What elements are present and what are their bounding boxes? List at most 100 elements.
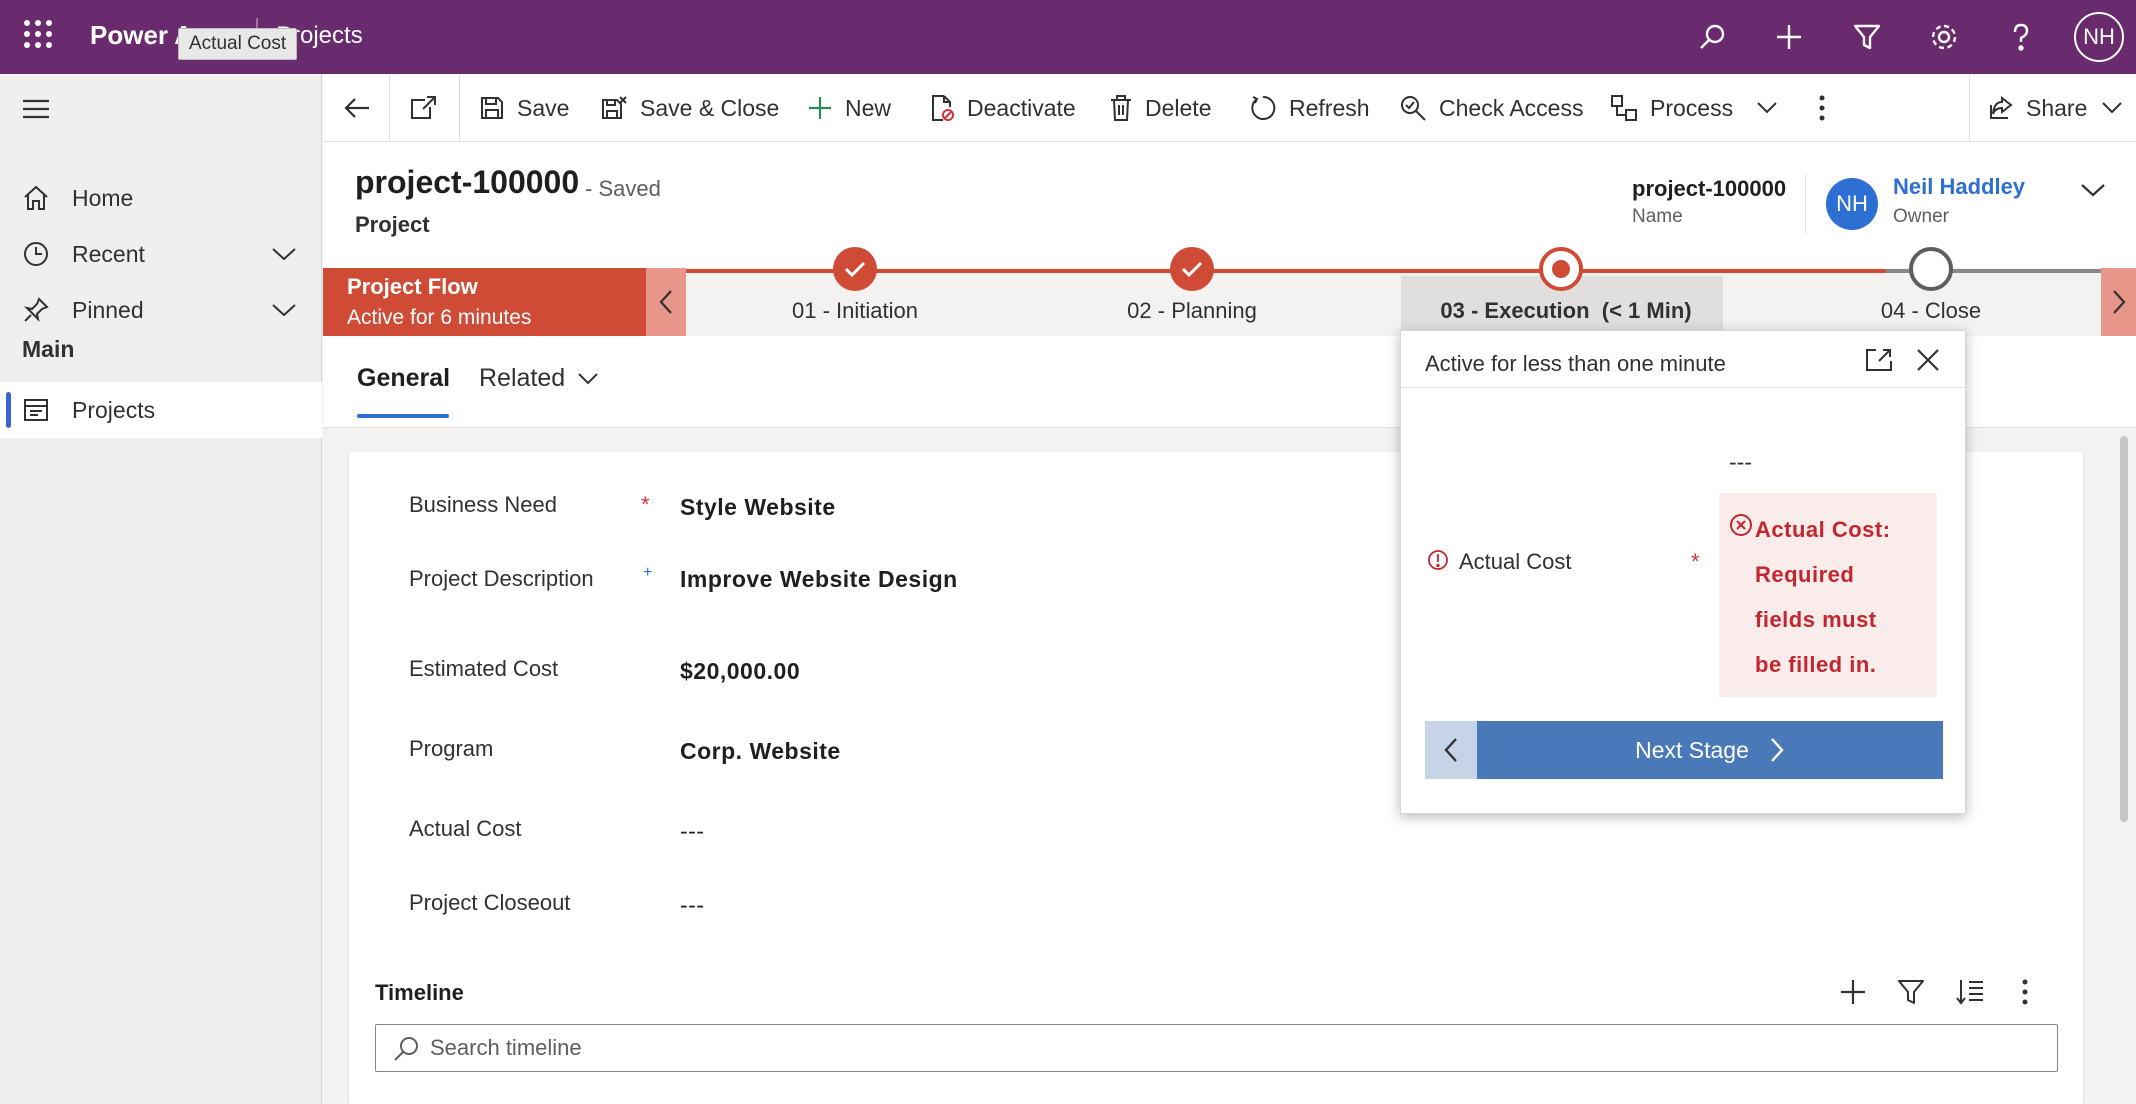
field-label-project-description: Project Description bbox=[409, 566, 594, 591]
command-bar: Save Save & Close New Deactivate Delete … bbox=[323, 74, 2136, 142]
tab-related-label: Related bbox=[479, 364, 566, 392]
check-access-button[interactable]: Check Access bbox=[1399, 74, 1583, 142]
stage-initiation-completed-icon[interactable] bbox=[832, 246, 878, 292]
nav-item-pinned[interactable]: Pinned bbox=[0, 282, 322, 338]
process-button[interactable]: Process bbox=[1610, 74, 1779, 142]
field-value-business-need[interactable]: Style Website bbox=[680, 494, 836, 520]
save-label: Save bbox=[517, 94, 570, 121]
chevron-down-icon bbox=[1757, 102, 1777, 114]
process-flow-summary[interactable]: Project Flow Active for 6 minutes bbox=[323, 268, 646, 336]
required-indicator: * bbox=[1691, 549, 1700, 574]
share-label: Share bbox=[2026, 94, 2088, 121]
chevron-down-icon[interactable] bbox=[270, 242, 298, 266]
share-button[interactable]: Share bbox=[1988, 74, 2123, 142]
deactivate-button[interactable]: Deactivate bbox=[929, 74, 1076, 142]
refresh-label: Refresh bbox=[1289, 94, 1370, 121]
timeline-add-icon[interactable] bbox=[1839, 978, 1867, 1006]
flow-status: Active for 6 minutes bbox=[347, 306, 532, 329]
search-icon bbox=[392, 1035, 420, 1063]
error-indicator-icon bbox=[1427, 549, 1449, 571]
process-icon bbox=[1611, 95, 1637, 121]
bpf-next-button[interactable] bbox=[2101, 268, 2136, 336]
stage-execution-active-icon[interactable] bbox=[1538, 246, 1584, 292]
clock-icon bbox=[22, 240, 50, 268]
top-bar: Power Apps Projects Actual Cost NH bbox=[0, 0, 2136, 74]
tab-general[interactable]: General bbox=[357, 364, 451, 392]
field-value-program[interactable]: Corp. Website bbox=[680, 738, 841, 764]
error-message-box: Actual Cost: Required fields must be fil… bbox=[1719, 493, 1937, 697]
next-stage-label: Next Stage bbox=[1635, 736, 1749, 763]
chevron-right-icon bbox=[2112, 290, 2125, 314]
field-value-actual-cost[interactable]: --- bbox=[680, 818, 705, 844]
nav-item-projects[interactable]: Projects bbox=[0, 382, 322, 438]
tab-related[interactable]: Related bbox=[479, 364, 599, 393]
deactivate-icon bbox=[932, 95, 954, 121]
timeline-more-icon[interactable] bbox=[2021, 978, 2029, 1006]
filter-icon[interactable] bbox=[1848, 18, 1886, 56]
check-access-icon bbox=[1401, 96, 1426, 121]
stage-planning-completed-icon[interactable] bbox=[1169, 246, 1215, 292]
timeline-search-input[interactable] bbox=[430, 1033, 2030, 1063]
flyout-field-label: Actual Cost bbox=[1459, 549, 1572, 574]
chevron-down-icon[interactable] bbox=[270, 298, 298, 322]
nav-item-recent[interactable]: Recent bbox=[0, 226, 322, 282]
chevron-down-icon bbox=[2081, 184, 2105, 197]
tooltip: Actual Cost bbox=[178, 28, 298, 60]
business-process-flow: Project Flow Active for 6 minutes 01 - I… bbox=[323, 247, 2136, 336]
previous-stage-button[interactable] bbox=[1425, 721, 1477, 779]
share-icon bbox=[1990, 95, 2013, 119]
owner-avatar: NH bbox=[1826, 178, 1878, 230]
dock-icon[interactable] bbox=[1865, 347, 1893, 373]
chevron-left-icon bbox=[659, 290, 672, 314]
back-button[interactable] bbox=[343, 74, 383, 142]
hamburger-icon[interactable] bbox=[22, 98, 50, 120]
stage-label-active[interactable]: 03 - Execution (< 1 Min) bbox=[1440, 298, 1692, 323]
more-commands-button[interactable] bbox=[1818, 74, 1838, 142]
record-title: project-100000 bbox=[355, 164, 580, 200]
nav-item-home[interactable]: Home bbox=[0, 170, 322, 226]
field-value-project-description[interactable]: Improve Website Design bbox=[680, 566, 958, 592]
timeline-sort-icon[interactable] bbox=[1956, 978, 1984, 1006]
chevron-down-icon bbox=[2102, 102, 2123, 114]
refresh-icon bbox=[1251, 95, 1276, 120]
scrollbar-thumb[interactable] bbox=[2120, 436, 2128, 822]
save-close-button[interactable]: Save & Close bbox=[600, 74, 779, 142]
bpf-prev-button[interactable] bbox=[646, 268, 686, 336]
save-button[interactable]: Save bbox=[479, 74, 569, 142]
settings-icon[interactable] bbox=[1925, 18, 1963, 56]
process-label: Process bbox=[1650, 94, 1734, 121]
flyout-title: Active for less than one minute bbox=[1425, 351, 1726, 376]
timeline-search-box[interactable] bbox=[375, 1024, 2058, 1072]
new-button[interactable]: New bbox=[807, 74, 891, 142]
search-icon[interactable] bbox=[1693, 18, 1731, 56]
close-icon[interactable] bbox=[1915, 347, 1941, 373]
stage-label[interactable]: 04 - Close bbox=[1880, 298, 1982, 323]
delete-button[interactable]: Delete bbox=[1109, 74, 1211, 142]
save-close-icon bbox=[602, 96, 627, 119]
entity-name: Project bbox=[355, 212, 430, 237]
new-label: New bbox=[845, 94, 892, 121]
stage-label[interactable]: 01 - Initiation bbox=[792, 298, 918, 323]
field-value-estimated-cost[interactable]: $20,000.00 bbox=[680, 658, 801, 684]
user-avatar[interactable]: NH bbox=[2074, 12, 2124, 62]
chevron-right-icon bbox=[1771, 738, 1784, 762]
save-status: - Saved bbox=[585, 176, 661, 201]
waffle-icon[interactable] bbox=[22, 18, 54, 50]
owner-link[interactable]: Neil Haddley bbox=[1893, 174, 2026, 199]
chevron-down-icon bbox=[578, 372, 598, 384]
help-icon[interactable] bbox=[2002, 18, 2040, 56]
flyout-field-value[interactable]: --- bbox=[1729, 449, 1752, 475]
add-icon[interactable] bbox=[1770, 18, 1808, 56]
header-expand-chevron[interactable] bbox=[2079, 178, 2107, 202]
field-label-project-closeout: Project Closeout bbox=[409, 890, 571, 915]
deactivate-label: Deactivate bbox=[967, 94, 1076, 121]
next-stage-button[interactable]: Next Stage bbox=[1477, 721, 1943, 779]
timeline-filter-icon[interactable] bbox=[1897, 978, 1925, 1006]
field-value-project-closeout[interactable]: --- bbox=[680, 892, 705, 918]
record-header: project-100000 - Saved Project project-1… bbox=[323, 142, 2136, 268]
open-new-window-button[interactable] bbox=[409, 74, 449, 142]
refresh-button[interactable]: Refresh bbox=[1249, 74, 1370, 142]
more-icon bbox=[1819, 95, 1825, 121]
stage-close-pending-icon[interactable] bbox=[1908, 246, 1954, 292]
stage-label[interactable]: 02 - Planning bbox=[1127, 298, 1257, 323]
